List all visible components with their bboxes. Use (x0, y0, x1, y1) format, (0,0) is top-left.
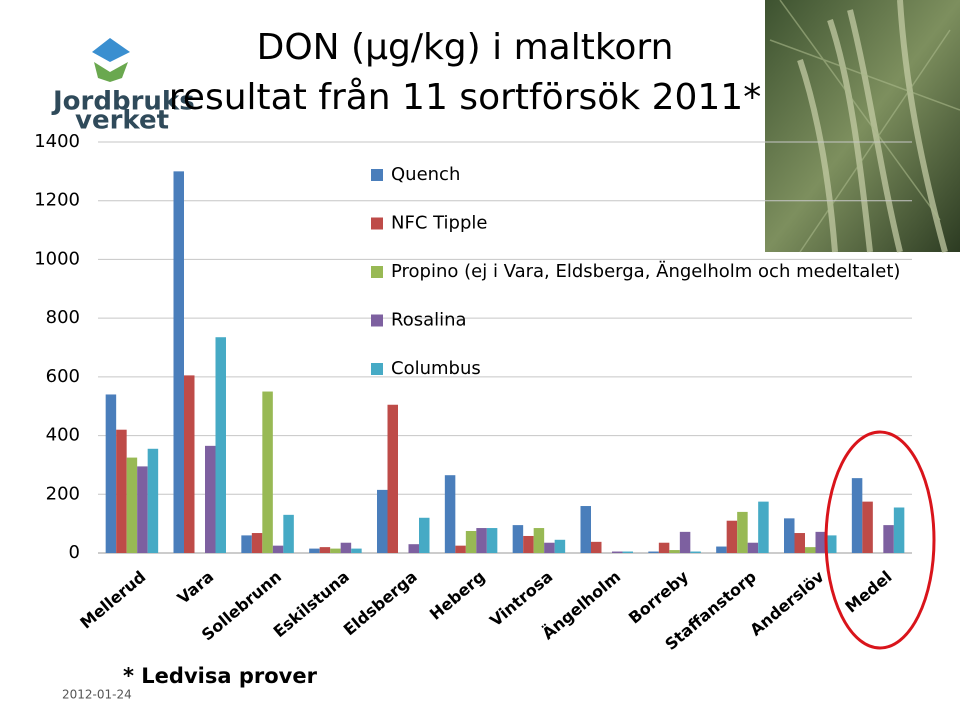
bar (747, 542, 759, 553)
y-tick-label: 400 (46, 425, 80, 446)
bar (105, 394, 117, 553)
legend-swatch (371, 363, 383, 375)
x-tick-label: Vara (174, 567, 218, 608)
bar (272, 545, 284, 553)
bar (826, 535, 837, 553)
x-tick-label: Heberg (426, 567, 489, 624)
bar (215, 337, 226, 553)
bar (554, 539, 566, 553)
bar (319, 547, 331, 553)
bar (794, 533, 805, 553)
bar (465, 530, 477, 553)
bar (851, 478, 863, 553)
bar (893, 507, 905, 553)
bar (330, 548, 341, 553)
bar (340, 542, 352, 553)
legend-label: Quench (391, 164, 460, 185)
logo-text: verket (75, 106, 169, 136)
y-tick-label: 1200 (34, 190, 80, 211)
bar (716, 546, 727, 553)
x-tick-label: Medel (842, 567, 896, 617)
bar (658, 542, 670, 553)
bar (726, 520, 738, 553)
y-tick-label: 200 (46, 483, 80, 504)
bar (262, 391, 273, 553)
x-tick-label: Borreby (625, 567, 693, 628)
bar (408, 544, 419, 553)
bar (351, 548, 362, 553)
bar (862, 501, 873, 553)
highlight-ellipse (824, 430, 936, 650)
chart-subtitle: resultat från 11 sortförsök 2011* (169, 77, 761, 118)
x-tick-label: Mellerud (76, 567, 149, 633)
bar (533, 528, 545, 553)
legend-label: Columbus (391, 358, 481, 379)
x-tick-label: Anderslöv (746, 567, 828, 640)
bar (669, 550, 680, 553)
bar (126, 457, 138, 553)
bar (523, 535, 534, 553)
bar (612, 551, 623, 553)
x-tick-label: Vintrosa (486, 567, 556, 630)
bar (648, 551, 659, 553)
bar (444, 475, 456, 553)
bar (476, 528, 487, 553)
bar (679, 531, 691, 553)
bar (580, 506, 591, 553)
legend-swatch (371, 169, 383, 181)
bar (737, 511, 748, 553)
bar (419, 517, 430, 553)
legend-swatch (371, 217, 383, 230)
legend-label: Propino (ej i Vara, Eldsberga, Ängelholm… (391, 261, 900, 282)
legend-swatch (371, 314, 383, 327)
y-tick-label: 0 (69, 542, 80, 563)
bar (512, 525, 524, 553)
logo: Jordbruks verket (51, 38, 195, 136)
y-tick-label: 600 (46, 366, 80, 387)
legend-swatch (371, 266, 383, 278)
chart-title: DON (µg/kg) i maltkorn (257, 27, 674, 68)
legend-label: NFC Tipple (391, 213, 487, 234)
bar (486, 528, 498, 553)
bar (251, 533, 263, 553)
bar (387, 404, 398, 553)
logo-text: Jordbruks (51, 87, 195, 117)
bar (784, 518, 795, 553)
bar (544, 542, 555, 553)
bar (455, 545, 466, 553)
legend-label: Rosalina (391, 310, 467, 331)
bar (622, 551, 633, 553)
bar (173, 171, 184, 553)
x-tick-label: Eldsberga (340, 567, 421, 639)
bar (184, 375, 195, 553)
bar (805, 547, 816, 553)
y-tick-label: 1400 (34, 131, 80, 152)
bar (690, 551, 701, 553)
bar (205, 445, 216, 553)
bar (758, 501, 769, 553)
bar (283, 514, 294, 553)
date: 2012-01-24 (62, 688, 132, 702)
bar (377, 489, 388, 553)
footnote: * Ledvisa prover (123, 664, 318, 688)
bar (309, 548, 320, 553)
bar (591, 541, 602, 553)
photo (765, 0, 960, 253)
bar (883, 525, 894, 553)
bar (147, 448, 159, 553)
bar (241, 535, 252, 553)
bar (137, 466, 148, 553)
bar (116, 429, 127, 553)
bar (815, 531, 826, 553)
y-tick-label: 1000 (34, 248, 80, 269)
y-tick-label: 800 (46, 307, 80, 328)
